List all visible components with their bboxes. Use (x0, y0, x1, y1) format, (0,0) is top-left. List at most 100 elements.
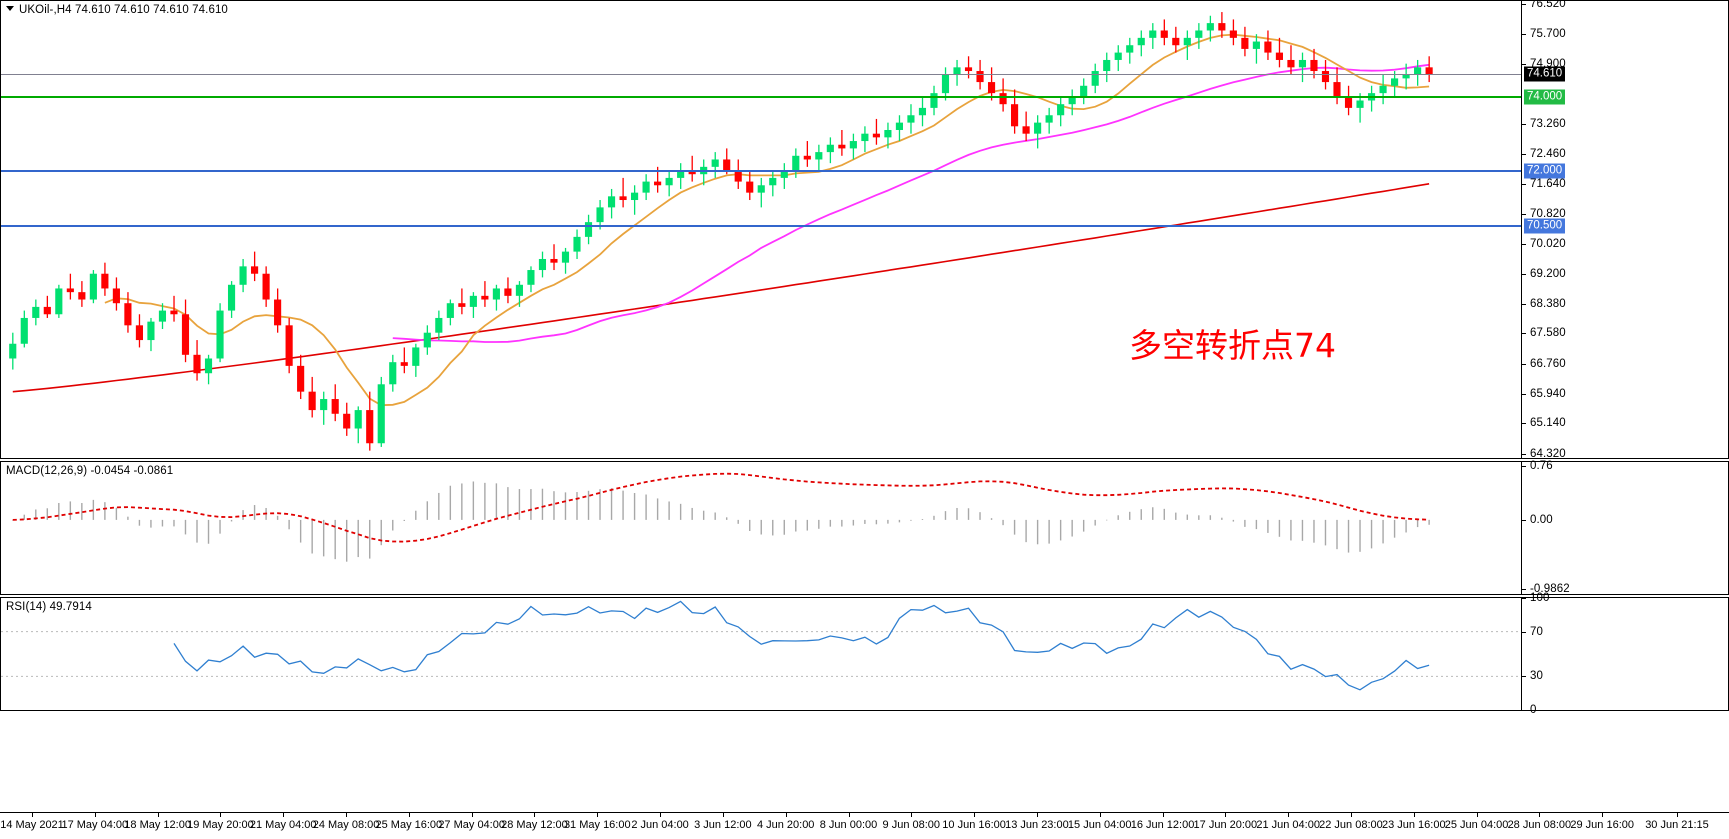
price-scale-label: 70.020 (1530, 237, 1566, 250)
level-72[interactable] (1, 169, 1521, 172)
price-scale-tick (1522, 303, 1526, 305)
time-axis-label: 21 May 04:00 (249, 819, 317, 831)
level-74[interactable] (1, 95, 1521, 98)
price-scale-label: 68.380 (1530, 297, 1566, 310)
time-axis-tick (722, 813, 724, 817)
rsi-scale-tick (1522, 710, 1526, 711)
symbol-caption[interactable]: UKOil-,H4 74.610 74.610 74.610 74.610 (6, 4, 228, 16)
price-scale-label: 65.940 (1530, 387, 1566, 400)
time-axis-label: 17 May 04:00 (61, 819, 129, 831)
rsi-scale-label: 30 (1530, 670, 1543, 683)
price-scale-tick (1522, 214, 1526, 216)
macd-panel[interactable]: 0.76 0.00 -0.9862 MACD(12,26,9) -0.0454 -0… (0, 460, 1729, 596)
time-axis-tick (1225, 813, 1227, 817)
time-axis-tick (283, 813, 285, 817)
time-axis-tick (534, 813, 536, 817)
macd-scale-label: -0.9862 (1530, 583, 1570, 596)
macd-scale-label: 0.00 (1530, 513, 1553, 526)
time-axis-label: 4 Jun 20:00 (756, 819, 815, 831)
time-axis-tick (408, 813, 410, 817)
last-price-level[interactable] (1, 74, 1521, 76)
macd-caption: MACD(12,26,9) -0.0454 -0.0861 (6, 465, 174, 477)
price-scale-label: 74.900 (1530, 57, 1566, 70)
symbol-caption-text: UKOil-,H4 74.610 74.610 74.610 74.610 (19, 4, 228, 16)
level-72-tag[interactable]: 72.000 (1524, 163, 1566, 179)
price-scale-label: 67.580 (1530, 327, 1566, 340)
macd-scale[interactable]: 0.76 0.00 -0.9862 (1521, 460, 1729, 596)
time-axis-label: 14 May 2021 (0, 819, 64, 831)
price-scale-label: 76.520 (1530, 0, 1566, 10)
time-axis-label: 29 Jun 16:00 (1570, 819, 1634, 831)
time-axis-tick (157, 813, 159, 817)
price-scale-tick (1522, 453, 1526, 455)
price-scale-label: 70.820 (1530, 208, 1566, 221)
price-scale-tick (1522, 243, 1526, 245)
rsi-panel[interactable]: 100 70 30 0 RSI(14) 49.7914 (0, 592, 1729, 716)
time-axis-label: 31 May 16:00 (563, 819, 631, 831)
time-axis-tick (1099, 813, 1101, 817)
price-scale-label: 71.640 (1530, 177, 1566, 190)
level-70-5-tag[interactable]: 70.500 (1524, 218, 1566, 234)
time-axis-label: 2 Jun 04:00 (631, 819, 689, 831)
time-axis-label: 9 Jun 08:00 (882, 819, 941, 831)
time-axis-tick (220, 813, 222, 817)
time-axis-label: 24 May 08:00 (312, 819, 380, 831)
time-axis-label: 21 Jun 04:00 (1256, 819, 1320, 831)
time-axis-tick (471, 813, 473, 817)
price-scale-tick (1522, 124, 1526, 126)
time-axis-tick (1602, 813, 1604, 817)
time-axis-tick (1677, 813, 1678, 817)
chart-annotation: 多空转折点74 (1129, 326, 1336, 365)
macd-scale-tick (1522, 589, 1526, 591)
time-axis-label: 13 Jun 23:00 (1005, 819, 1069, 831)
time-axis-tick (1036, 813, 1038, 817)
rsi-scale[interactable]: 100 70 30 0 (1521, 592, 1729, 716)
time-axis-label: 16 Jun 12:00 (1130, 819, 1195, 831)
macd-plot-area[interactable] (1, 462, 1521, 594)
price-scale[interactable]: 74.610 74.000 72.000 70.500 76.520 75.700 74.9… (1521, 0, 1729, 460)
price-scale-tick (1522, 363, 1526, 365)
time-axis-label: 30 Jun 21:15 (1645, 819, 1709, 831)
level-70-5[interactable] (1, 224, 1521, 227)
rsi-plot-area[interactable] (1, 598, 1521, 710)
time-axis-label: 15 Jun 04:00 (1067, 819, 1132, 831)
time-axis-tick (1350, 813, 1352, 817)
time-axis-label: 28 Jun 08:00 (1507, 819, 1572, 831)
macd-scale-tick (1522, 519, 1526, 521)
rsi-scale-label: 70 (1530, 625, 1543, 638)
level-74-tag[interactable]: 74.000 (1524, 89, 1566, 105)
rsi-scale-tick (1522, 631, 1526, 633)
time-axis-label: 22 Jun 08:00 (1319, 819, 1383, 831)
time-axis-label: 17 Jun 20:00 (1193, 819, 1258, 831)
price-scale-tick (1522, 423, 1526, 425)
triangle-down-icon[interactable] (6, 6, 14, 12)
time-axis-label: 27 May 04:00 (438, 819, 505, 831)
price-scale-label: 73.260 (1530, 118, 1566, 131)
time-axis-tick (346, 813, 348, 817)
price-scale-label: 64.320 (1530, 447, 1566, 460)
time-axis-tick (1288, 813, 1290, 817)
last-price-level-tag[interactable]: 74.610 (1524, 66, 1566, 82)
time-axis-label: 10 Jun 16:00 (942, 819, 1006, 831)
time-axis-tick (94, 813, 96, 817)
time-axis-label: 23 Jun 16:00 (1381, 819, 1446, 831)
price-scale-tick (1522, 63, 1526, 65)
time-axis-label: 28 May 12:00 (501, 819, 568, 831)
price-scale-label: 66.760 (1530, 357, 1566, 370)
time-axis-label: 8 Jun 00:00 (819, 819, 878, 831)
time-axis-label: 19 May 20:00 (187, 819, 254, 831)
price-scale-label: 69.200 (1530, 267, 1566, 280)
time-axis-label: 3 Jun 12:00 (694, 819, 752, 831)
price-scale-tick (1522, 333, 1526, 335)
time-axis-tick (911, 813, 913, 817)
price-scale-label: 75.700 (1530, 28, 1566, 41)
price-scale-tick (1522, 273, 1526, 275)
rsi-scale-tick (1522, 598, 1526, 599)
rsi-caption: RSI(14) 49.7914 (6, 601, 92, 613)
price-plot-area[interactable] (1, 1, 1521, 458)
time-axis-label: 18 May 12:00 (124, 819, 191, 831)
time-axis-tick (974, 813, 976, 817)
time-axis[interactable]: 14 May 2021 17 May 04:00 18 May 12:00 19 Ma… (0, 812, 1729, 839)
price-panel[interactable]: 74.610 74.000 72.000 70.500 76.520 75.700 74.9… (0, 0, 1729, 460)
